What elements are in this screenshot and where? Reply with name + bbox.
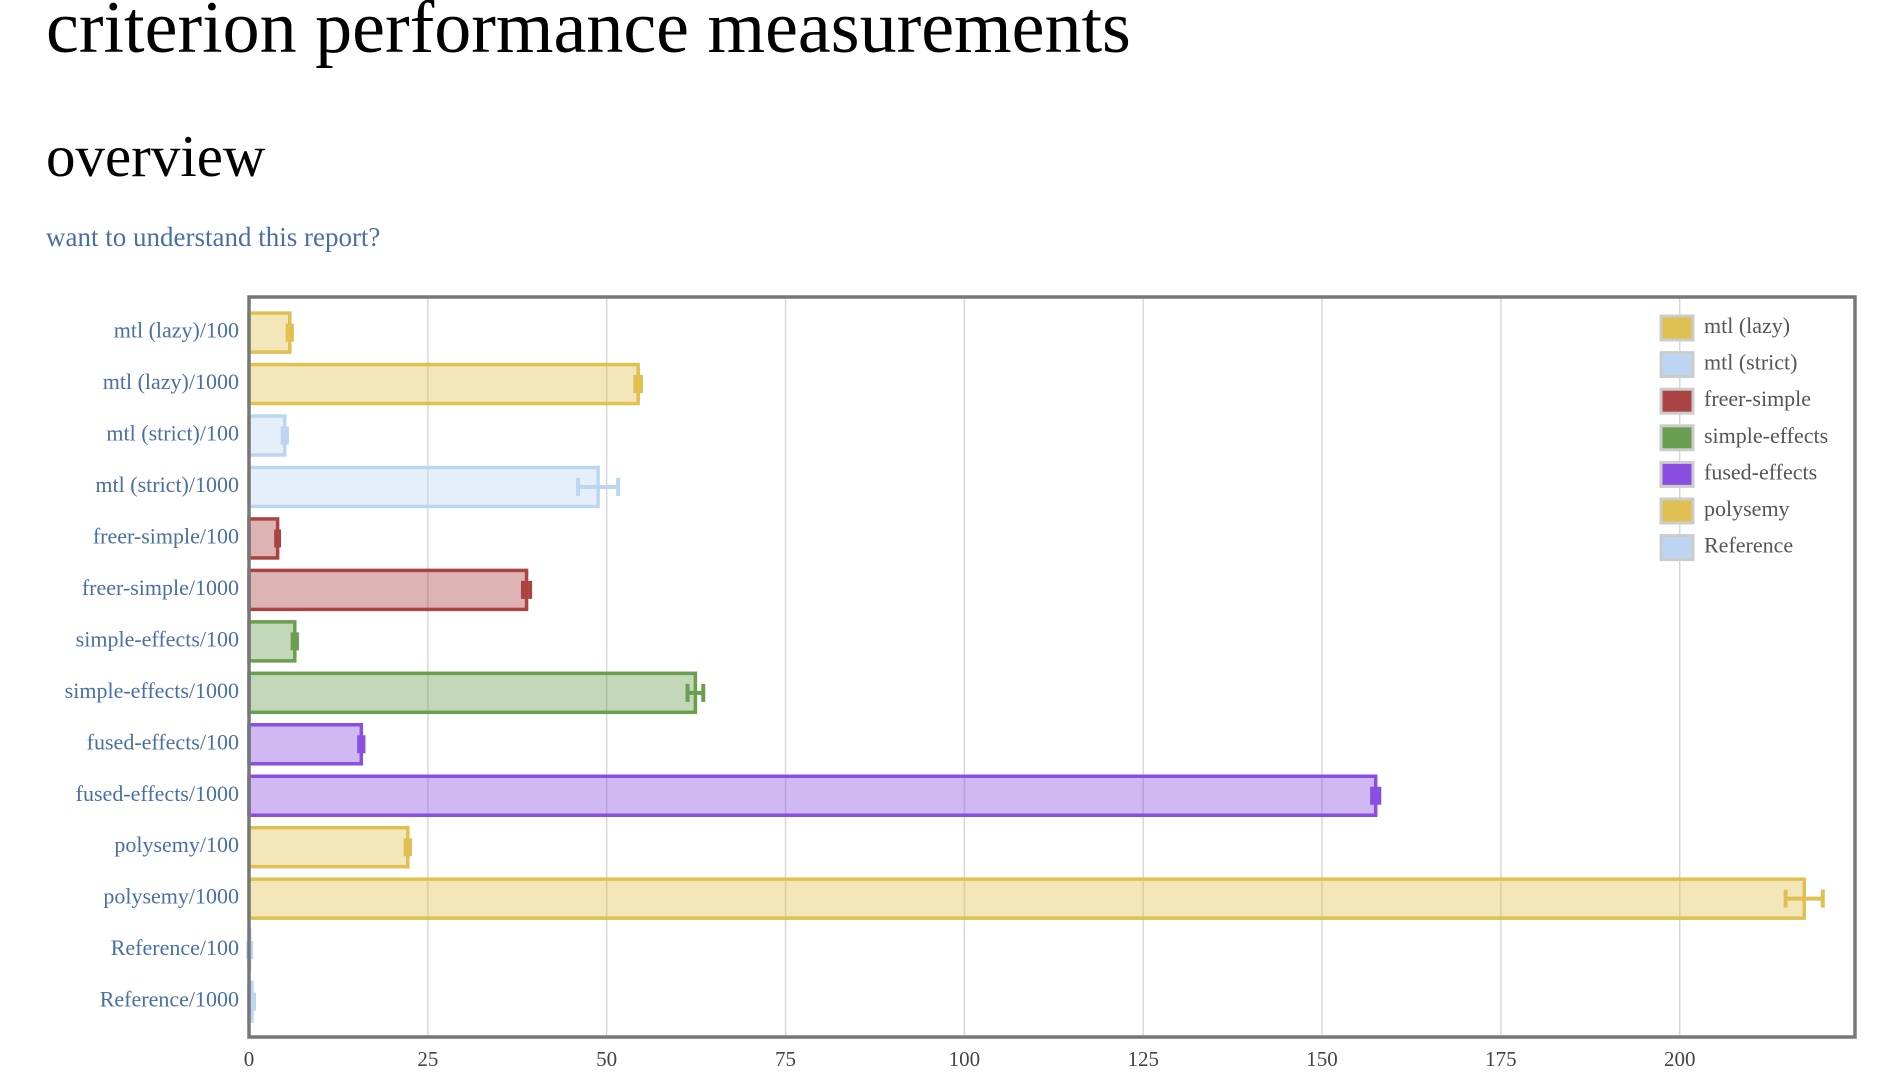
x-tick-label: 0	[244, 1047, 255, 1071]
legend-label: mtl (lazy)	[1704, 313, 1790, 338]
category-label: Reference/1000	[100, 987, 239, 1012]
legend-label: simple-effects	[1704, 423, 1828, 448]
error-bar	[274, 529, 282, 548]
error-bar	[1783, 889, 1825, 908]
bar	[247, 568, 529, 612]
error-bar	[576, 477, 621, 496]
error-bar	[290, 632, 299, 651]
legend-swatch	[1659, 534, 1695, 562]
legend-label: polysemy	[1704, 496, 1790, 521]
category-label: polysemy/100	[114, 832, 239, 857]
legend-swatch	[1659, 351, 1695, 379]
error-bar	[285, 323, 294, 342]
bar	[247, 517, 280, 560]
category-label: polysemy/1000	[103, 884, 239, 909]
category-label: mtl (strict)/100	[106, 421, 239, 446]
category-label: fused-effects/100	[87, 729, 239, 754]
bar	[247, 877, 1806, 920]
legend-swatch	[1659, 424, 1695, 452]
x-tick-label: 25	[417, 1047, 438, 1071]
legend-label: Reference	[1704, 533, 1793, 558]
category-label: mtl (lazy)/1000	[103, 369, 239, 394]
error-bar	[357, 735, 366, 754]
legend-swatch	[1659, 387, 1695, 415]
error-bar	[685, 683, 706, 702]
page-title: criterion performance measurements	[46, 0, 1131, 69]
category-label: simple-effects/100	[76, 626, 239, 651]
bar	[247, 414, 287, 457]
category-label: freer-simple/1000	[82, 575, 239, 600]
error-bar	[633, 375, 644, 394]
section-title: overview	[46, 123, 266, 189]
category-label: simple-effects/1000	[65, 678, 239, 703]
x-tick-label: 75	[775, 1047, 796, 1071]
legend-swatch	[1659, 497, 1695, 525]
legend-label: freer-simple	[1704, 386, 1811, 411]
x-tick-label: 125	[1127, 1047, 1159, 1071]
x-tick-label: 100	[949, 1047, 981, 1071]
bar	[247, 671, 698, 715]
category-label: mtl (strict)/1000	[95, 472, 239, 497]
error-bar	[520, 580, 533, 599]
error-bar	[1370, 786, 1382, 805]
error-bar	[280, 426, 289, 445]
report-help-link[interactable]: want to understand this report?	[46, 222, 381, 252]
x-tick-label: 150	[1306, 1047, 1338, 1071]
legend-swatch	[1659, 314, 1695, 342]
bar	[247, 774, 1378, 817]
legend-label: mtl (strict)	[1704, 350, 1797, 375]
error-bar	[403, 838, 412, 857]
category-label: mtl (lazy)/100	[114, 318, 239, 343]
bar	[247, 620, 297, 663]
bar	[247, 311, 292, 354]
legend-swatch	[1659, 460, 1695, 488]
bar	[247, 362, 640, 406]
category-label: freer-simple/100	[93, 523, 239, 548]
bar	[247, 465, 600, 509]
bar	[247, 825, 410, 869]
category-label: Reference/100	[111, 935, 239, 960]
legend-label: fused-effects	[1704, 459, 1817, 484]
bar	[247, 723, 364, 766]
x-tick-label: 175	[1485, 1047, 1517, 1071]
category-label: fused-effects/1000	[76, 781, 239, 806]
x-tick-label: 200	[1664, 1047, 1696, 1071]
x-tick-label: 50	[596, 1047, 617, 1071]
plot-frame	[247, 295, 1857, 1039]
